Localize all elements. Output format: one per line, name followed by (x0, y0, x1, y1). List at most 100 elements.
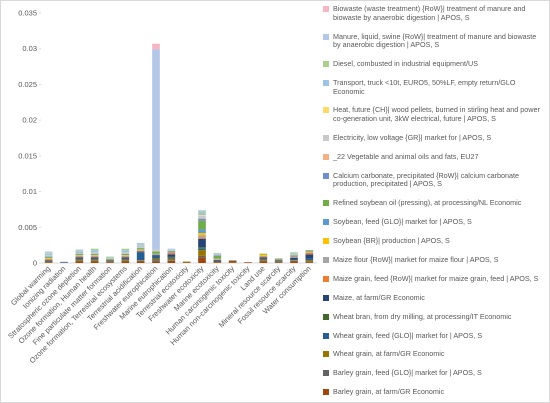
bar-segment (121, 255, 130, 257)
bar-segment (274, 260, 283, 262)
bar-segment (290, 260, 298, 261)
bar-segment (290, 253, 298, 256)
bar-segment (90, 258, 99, 260)
bar-segment (198, 220, 206, 230)
bar-segment (90, 256, 99, 258)
y-tick-label: 0 (33, 259, 37, 268)
bar-segment (136, 248, 145, 250)
bar-segment (106, 258, 114, 259)
bar-segment (136, 260, 145, 262)
bar-segment (182, 261, 191, 263)
bar-segment (198, 238, 206, 248)
bar-segment (167, 254, 176, 257)
bar-segment (305, 260, 314, 262)
bar-segment (121, 254, 130, 256)
legend-label: Wheat bran, from dry milling, at process… (333, 311, 512, 321)
bar-segment (121, 252, 130, 254)
legend-entry: Maize, at farm/GR Economic (323, 293, 545, 303)
bar-segment (274, 259, 283, 261)
legend-label: Soybean, feed {GLO}| market for | APOS, … (333, 217, 472, 227)
bar-segment (152, 256, 160, 259)
bar-segment (121, 261, 130, 263)
bar-segment (136, 250, 145, 251)
bar-segment (167, 251, 176, 253)
bar-segment (106, 259, 114, 261)
bar-segment (305, 253, 314, 255)
bar-segment (60, 262, 68, 263)
bar-segment (290, 252, 298, 253)
bar-segment (213, 255, 222, 256)
bar-segment (198, 215, 206, 216)
bar-segment (152, 255, 160, 257)
bar-segment (290, 255, 298, 256)
legend-entry: Soybean, feed {GLO}| market for | APOS, … (323, 218, 545, 227)
bar-segment (198, 257, 206, 263)
bar-segment (228, 261, 237, 263)
bar-segment (213, 260, 222, 262)
bar-segment (44, 256, 53, 258)
bar-segment (198, 229, 206, 233)
bar-segment (152, 260, 160, 262)
bar-segment (198, 250, 206, 256)
bar-segment (136, 249, 145, 251)
legend-label: Barley grain, at farm/GR Economic (333, 387, 445, 397)
legend-swatch (323, 238, 329, 245)
legend-swatch (323, 6, 329, 12)
legend-swatch (323, 275, 329, 282)
bar-segment (136, 245, 145, 246)
y-tick-label: 0.035 (18, 9, 37, 18)
bar-segment (44, 260, 53, 261)
legend-swatch (323, 313, 329, 320)
bar-segment (290, 259, 298, 261)
y-tick-label: 0.015 (18, 151, 37, 160)
bar-segment (274, 258, 283, 259)
bar-segment (198, 215, 206, 218)
legend-entry: Soybean {BR}| production | APOS, S (323, 236, 545, 246)
bar-segment (136, 251, 145, 253)
legend-label: Diesel, combusted in industrial equipmen… (333, 59, 479, 68)
legend-entry: Biowaste (waste treatment) {RoW}| treatm… (323, 4, 545, 22)
bar-segment (290, 255, 298, 257)
bar-segment (152, 253, 160, 256)
bar-segment (60, 261, 68, 263)
legend-entry: Transport, truck <10t, EURO5, 50%LF, emp… (323, 77, 545, 96)
bar-segment (90, 255, 99, 256)
bar-segment (198, 237, 206, 239)
bar-segment (182, 262, 191, 263)
bar-segment (259, 259, 268, 261)
legend-entry: Barley grain, feed {GLO}| market for | A… (323, 369, 545, 378)
bar-segment (305, 251, 314, 253)
legend-label: Maize flour {RoW}| market for maize flou… (333, 254, 499, 264)
bar-segment (259, 255, 268, 257)
bar-segment (136, 248, 145, 249)
bar-segment (305, 261, 314, 263)
bar-segment (44, 261, 53, 263)
y-tick-label: 0.03 (22, 44, 37, 53)
legend-swatch (323, 61, 329, 67)
legend-entry: Refined soybean oil (pressing), at proce… (323, 199, 545, 208)
bar-segment (121, 260, 130, 262)
bar-segment (213, 253, 222, 254)
bar-segment (136, 260, 145, 261)
y-tick-label: 0.025 (18, 80, 37, 89)
bar-segment (44, 258, 53, 260)
legend-label: Wheat grain, at farm/GR Economic (333, 349, 445, 359)
legend-label: Calcium carbonate, precipitated {RoW}| c… (333, 170, 520, 189)
bar-segment (213, 258, 222, 259)
bar-segment (213, 255, 222, 258)
legend-swatch (323, 79, 329, 86)
legend-entry: Barley grain, at farm/GR Economic (323, 388, 545, 397)
bar-segment (305, 252, 314, 253)
bar-segment (44, 262, 53, 263)
legend-label: Transport, truck <10t, EURO5, 50%LF, emp… (333, 77, 516, 96)
bar-segment (106, 260, 114, 262)
bar-segment (274, 260, 283, 261)
legend-label: Manure, liquid, swine {RoW}| treatment o… (333, 31, 537, 50)
bar-segment (75, 253, 84, 254)
bar-segment (198, 218, 206, 219)
bar-segment (121, 255, 130, 256)
bar-segment (106, 260, 114, 261)
legend-swatch (323, 200, 329, 207)
